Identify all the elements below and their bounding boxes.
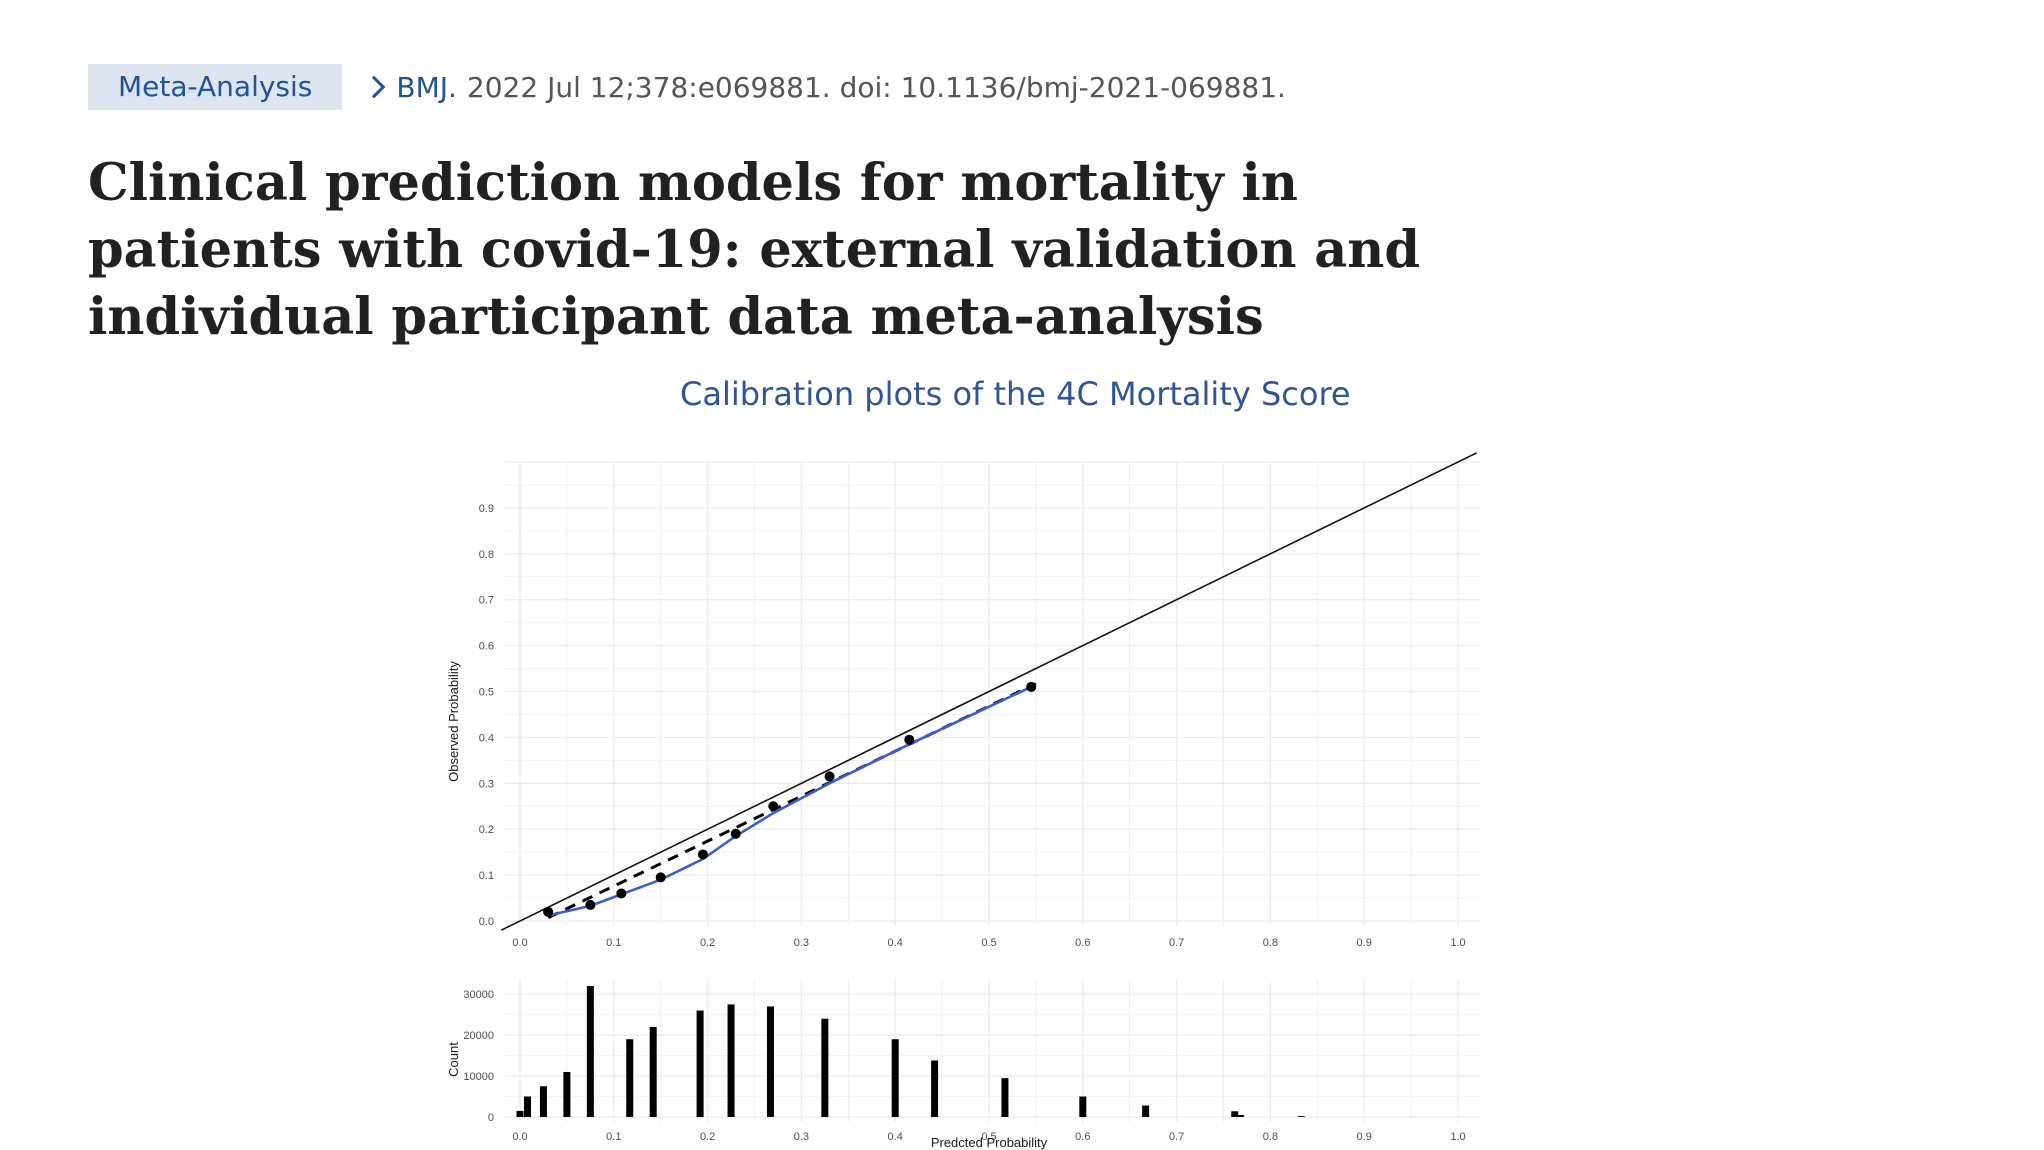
histogram-bar: [1297, 1116, 1305, 1117]
calibration-point: [904, 734, 915, 745]
histogram-bar: [1236, 1114, 1244, 1117]
calibration-x-tick-label: 0.3: [794, 937, 809, 949]
histogram-x-tick-label: 1.0: [1450, 1131, 1465, 1143]
histogram-x-tick-label: 0.7: [1169, 1131, 1184, 1143]
histogram-x-tick-label: 0.2: [700, 1131, 715, 1143]
histogram-y-axis-label: Count: [446, 1042, 461, 1077]
calibration-x-tick-label: 0.5: [981, 937, 996, 949]
histogram-bar: [539, 1086, 547, 1117]
histogram-bar: [649, 1026, 657, 1117]
calibration-y-tick-label: 0.1: [479, 870, 494, 882]
calibration-point: [768, 801, 779, 812]
calibration-x-tick-label: 0.2: [700, 937, 715, 949]
fitted-calibration-dashed-line: [547, 682, 1037, 919]
histogram-bar: [1231, 1111, 1239, 1117]
histogram-x-tick-label: 0.3: [794, 1131, 809, 1143]
calibration-x-tick-label: 0.6: [1075, 937, 1090, 949]
calibration-x-tick-label: 0.7: [1169, 937, 1184, 949]
figure-caption: Calibration plots of the 4C Mortality Sc…: [680, 375, 1351, 413]
histogram-y-tick-label: 30000: [463, 989, 494, 1001]
calibration-x-tick-label: 0.1: [606, 937, 621, 949]
calibration-y-tick-label: 0.8: [479, 549, 494, 561]
histogram-bar: [1079, 1096, 1087, 1117]
histogram-bar: [891, 1039, 899, 1117]
calibration-y-tick-label: 0.3: [479, 778, 494, 790]
histogram-y-tick-label: 0: [488, 1112, 494, 1124]
calibration-y-tick-label: 0.0: [479, 916, 494, 928]
histogram-bar: [586, 986, 594, 1117]
calibration-point: [1026, 681, 1037, 692]
calibration-x-tick-label: 1.0: [1450, 937, 1465, 949]
calibration-point: [543, 906, 554, 917]
histogram-x-tick-label: 0.0: [512, 1131, 527, 1143]
calibration-y-axis-label: Observed Probability: [446, 661, 461, 782]
histogram-bar: [1142, 1105, 1150, 1117]
histogram-bar: [766, 1006, 774, 1117]
article-title: Clinical prediction models for mortality…: [88, 153, 1421, 347]
histogram-bar: [1001, 1078, 1009, 1117]
calibration-point: [824, 771, 835, 782]
histogram-bar: [626, 1039, 634, 1117]
journal-link[interactable]: BMJ.: [396, 70, 457, 104]
calibration-y-tick-label: 0.9: [479, 503, 494, 515]
histogram-y-tick-label: 20000: [463, 1030, 494, 1042]
calibration-y-tick-label: 0.4: [479, 732, 494, 744]
reference-diagonal-line: [500, 452, 1478, 931]
histogram-x-tick-label: 0.5: [981, 1131, 996, 1143]
calibration-x-tick-label: 0.9: [1357, 937, 1372, 949]
histogram-x-tick-label: 0.8: [1263, 1131, 1278, 1143]
histogram-bar: [931, 1060, 939, 1117]
histogram-x-tick-label: 0.9: [1357, 1131, 1372, 1143]
calibration-y-tick-label: 0.2: [479, 824, 494, 836]
calibration-x-tick-label: 0.0: [512, 937, 527, 949]
histogram-x-tick-label: 0.4: [888, 1131, 903, 1143]
histogram-bar: [524, 1096, 532, 1117]
article-tagline: Meta-Analysis BMJ. 2022 Jul 12;378:e0698…: [88, 64, 1286, 110]
histogram-bar: [696, 1010, 704, 1117]
histogram-bar: [727, 1004, 735, 1117]
calibration-y-tick-label: 0.6: [479, 641, 494, 653]
histogram-y-tick-label: 10000: [463, 1071, 494, 1083]
histogram-bar: [821, 1018, 829, 1117]
histogram-x-axis-label: Predcted Probability: [931, 1135, 1048, 1150]
calibration-y-tick-label: 0.5: [479, 687, 494, 699]
citation-text: 2022 Jul 12;378:e069881. doi: 10.1136/bm…: [466, 70, 1286, 104]
calibration-point: [697, 849, 708, 860]
calibration-point: [655, 872, 666, 883]
histogram-x-tick-label: 0.1: [606, 1131, 621, 1143]
calibration-point: [730, 828, 741, 839]
calibration-point: [616, 888, 627, 899]
calibration-point: [585, 899, 596, 910]
histogram-bar: [563, 1071, 571, 1117]
calibration-y-tick-label: 0.7: [479, 595, 494, 607]
histogram-bar: [516, 1110, 524, 1117]
article-type-badge[interactable]: Meta-Analysis: [88, 64, 343, 110]
histogram-x-tick-label: 0.6: [1075, 1131, 1090, 1143]
calibration-x-tick-label: 0.4: [888, 937, 903, 949]
loess-smoothed-line: [547, 685, 1032, 917]
calibration-x-tick-label: 0.8: [1263, 937, 1278, 949]
